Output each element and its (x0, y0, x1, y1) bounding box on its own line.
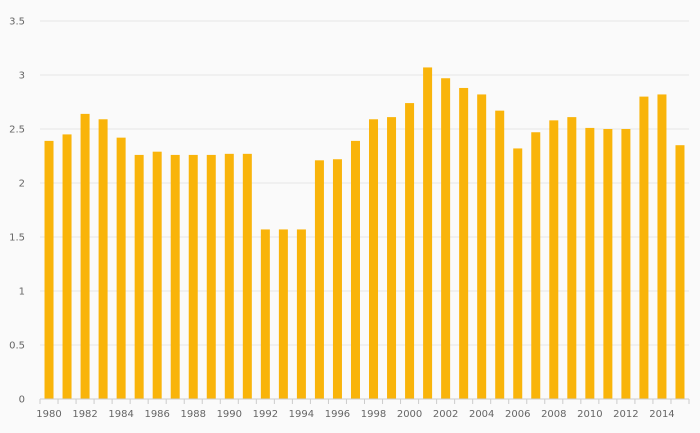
bar-1999 (387, 117, 397, 400)
x-axis-ticks: 1980 1982 1984 1986 1988 1990 1992 1994 1996 1998… (36, 399, 690, 420)
bar-2011 (603, 129, 613, 399)
bar-1985 (134, 154, 144, 399)
bar-1992 (260, 229, 270, 399)
bar-2004 (477, 94, 487, 399)
bar-2005 (495, 110, 505, 399)
x-tick-label: 2008 (541, 409, 566, 420)
x-tick-label: 1988 (181, 409, 206, 420)
bar-2013 (639, 96, 649, 399)
x-tick-label: 1990 (217, 409, 242, 420)
y-axis-tick-labels: 0 0.5 1 1.5 2 2.5 3 3.5 (9, 17, 25, 406)
bar-1981 (62, 134, 72, 399)
bar-2006 (513, 148, 523, 399)
bar-1987 (170, 154, 180, 399)
bar-2003 (459, 87, 469, 400)
y-gridlines (40, 20, 689, 346)
bar-2002 (441, 78, 451, 400)
x-tick-label: 1986 (144, 409, 169, 420)
x-tick-label: 2000 (397, 409, 422, 420)
bar-2007 (531, 132, 541, 400)
bar-1983 (98, 119, 108, 399)
y-tick-label: 2.5 (9, 125, 25, 136)
y-tick-label: 0 (19, 395, 25, 406)
y-tick-label: 3 (19, 71, 25, 82)
bar-1982 (80, 113, 90, 399)
bar-2001 (423, 67, 433, 399)
bar-1995 (314, 160, 324, 399)
bar-2012 (621, 129, 631, 399)
y-tick-label: 0.5 (9, 341, 25, 352)
bar-1996 (332, 159, 342, 399)
x-tick-label: 1998 (361, 409, 386, 420)
bar-1991 (242, 153, 252, 399)
bar-2010 (585, 127, 595, 400)
bar-2014 (657, 94, 667, 399)
x-tick-label: 1984 (108, 409, 133, 420)
bar-2008 (549, 120, 559, 400)
bar-1980 (44, 140, 54, 399)
x-tick-label: 2010 (577, 409, 602, 420)
bar-1993 (278, 229, 288, 399)
x-tick-label: 2012 (613, 409, 638, 420)
x-tick-label: 1980 (36, 409, 61, 420)
x-tick-label: 2006 (505, 409, 530, 420)
bar-1989 (206, 154, 216, 399)
x-tick-label: 2002 (433, 409, 458, 420)
bar-1997 (350, 140, 360, 399)
bar-1990 (224, 153, 234, 399)
x-tick-label: 1992 (253, 409, 278, 420)
x-tick-label: 1982 (72, 409, 97, 420)
y-tick-label: 1 (19, 287, 25, 298)
bar-1998 (369, 119, 379, 399)
bar-1988 (188, 154, 198, 399)
bar-2000 (405, 103, 415, 399)
y-tick-label: 2 (19, 179, 25, 190)
x-tick-label: 1994 (289, 409, 314, 420)
y-tick-label: 3.5 (9, 17, 25, 28)
y-tick-label: 1.5 (9, 233, 25, 244)
bar-2015 (675, 145, 685, 399)
x-tick-label: 1996 (325, 409, 350, 420)
bar-series (44, 67, 685, 400)
bar-1994 (296, 229, 306, 399)
x-tick-label: 2004 (469, 409, 494, 420)
bar-1986 (152, 151, 162, 399)
bar-2009 (567, 117, 577, 400)
x-tick-label: 2014 (649, 409, 674, 420)
bar-1984 (116, 137, 126, 399)
